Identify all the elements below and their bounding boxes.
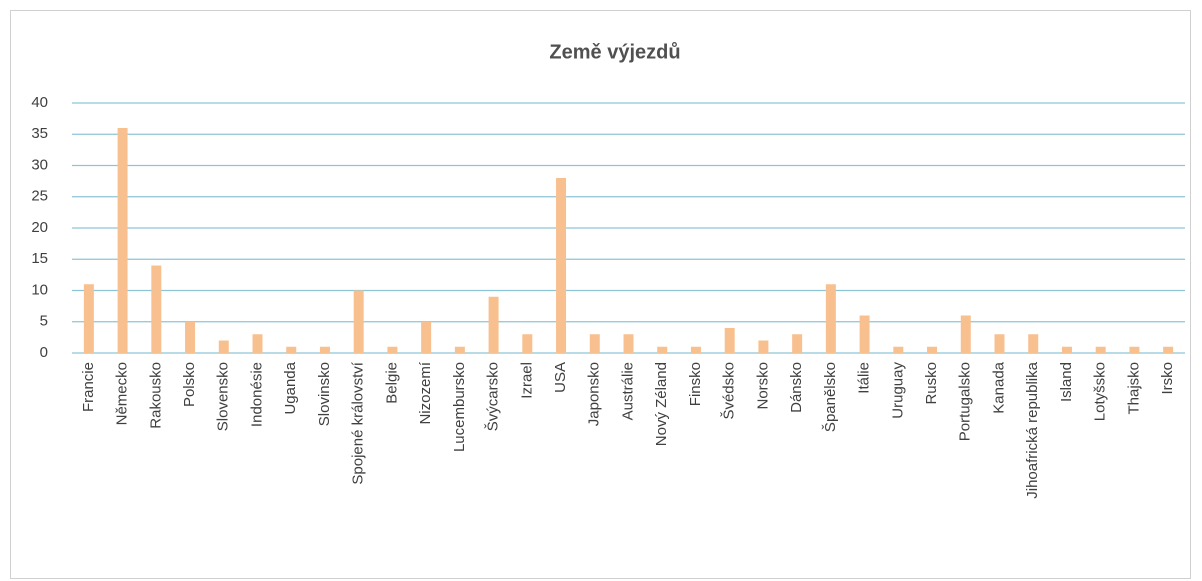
y-tick-label: 0: [40, 344, 48, 361]
x-tick-label: Francie: [80, 362, 97, 412]
bar: [522, 334, 533, 353]
x-tick-label: Finsko: [687, 362, 704, 406]
x-tick-label: Nový Zéland: [653, 362, 670, 446]
bar: [589, 334, 600, 353]
x-tick-label: Rusko: [923, 362, 940, 405]
bar: [556, 178, 567, 353]
x-tick-label: Uganda: [282, 361, 299, 414]
bar: [1028, 334, 1039, 353]
y-tick-label: 20: [31, 219, 48, 236]
bar: [83, 284, 94, 353]
chart-border: [10, 10, 1191, 579]
bar: [623, 334, 634, 353]
y-tick-label: 10: [31, 281, 48, 298]
bar: [927, 346, 938, 353]
y-tick-label: 35: [31, 125, 48, 142]
x-tick-label: Thajsko: [1125, 362, 1142, 415]
x-tick-label: Dánsko: [788, 362, 805, 413]
bar: [286, 346, 297, 353]
bar: [859, 315, 870, 353]
bar: [792, 334, 803, 353]
x-tick-label: Belgie: [383, 362, 400, 404]
bar: [319, 346, 330, 353]
x-tick-label: Lotyšsko: [1092, 362, 1109, 421]
x-tick-label: Austrálie: [619, 362, 636, 420]
y-tick-label: 25: [31, 188, 48, 205]
y-tick-label: 5: [40, 313, 48, 330]
x-tick-label: Slovensko: [215, 362, 232, 431]
bar: [960, 315, 971, 353]
x-tick-label: Slovinsko: [316, 362, 333, 426]
x-tick-label: Jihoafrická republika: [1024, 361, 1041, 498]
bar: [151, 265, 162, 353]
x-tick-label: Portugalsko: [957, 362, 974, 441]
bar: [218, 340, 229, 353]
bar: [724, 328, 735, 353]
bar: [1095, 346, 1106, 353]
bar: [690, 346, 701, 353]
bar: [421, 321, 432, 353]
y-tick-label: 40: [31, 94, 48, 111]
bar: [252, 334, 263, 353]
chart-title: Země výjezdů: [549, 41, 680, 63]
bar: [117, 128, 128, 353]
x-tick-label: Spojené království: [350, 361, 367, 484]
x-tick-label: Polsko: [181, 362, 198, 407]
x-tick-label: Německo: [114, 362, 131, 425]
x-tick-label: Uruguay: [889, 362, 906, 419]
bar: [1163, 346, 1174, 353]
bar: [825, 284, 836, 353]
x-tick-label: Španělsko: [822, 362, 839, 432]
x-tick-label: Švýcarsko: [485, 362, 502, 431]
x-tick-label: Island: [1058, 362, 1075, 402]
x-tick-label: Nizozemí: [417, 361, 434, 424]
bar: [1129, 346, 1140, 353]
bar: [1061, 346, 1072, 353]
bar: [454, 346, 465, 353]
x-tick-label: Švédsko: [721, 362, 738, 420]
y-tick-label: 30: [31, 156, 48, 173]
y-tick-label: 15: [31, 250, 48, 267]
x-tick-label: Japonsko: [586, 362, 603, 426]
x-tick-label: Indonésie: [248, 362, 265, 427]
x-tick-label: Norsko: [754, 362, 771, 410]
x-tick-label: USA: [552, 362, 569, 393]
bar: [893, 346, 904, 353]
bar: [353, 290, 364, 353]
x-tick-label: Kanada: [990, 361, 1007, 413]
bar: [994, 334, 1005, 353]
x-tick-label: Rakousko: [147, 362, 164, 429]
x-tick-label: Irsko: [1159, 362, 1176, 395]
x-tick-label: Itálie: [856, 362, 873, 394]
bar: [657, 346, 668, 353]
bar: [387, 346, 398, 353]
x-tick-label: Lucembursko: [451, 362, 468, 452]
bar: [185, 321, 196, 353]
x-tick-label: Izrael: [518, 362, 535, 399]
bar: [488, 296, 499, 353]
bar: [758, 340, 769, 353]
